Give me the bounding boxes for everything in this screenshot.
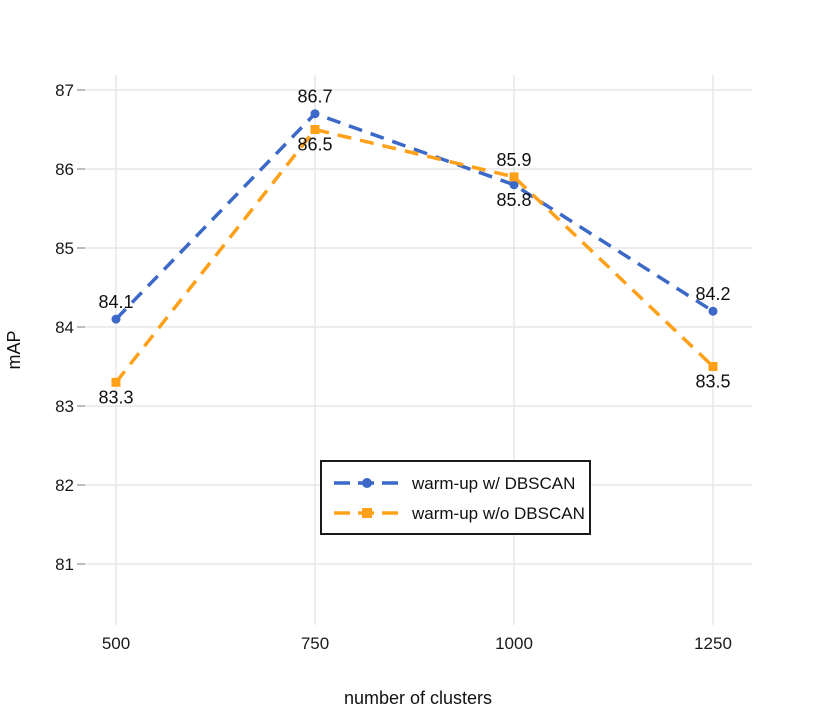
data-labels-group: 84.1 86.7 85.8 84.2 83.3 86.5 85.9 83.5 <box>98 87 730 408</box>
legend: warm-up w/ DBSCAN warm-up w/o DBSCAN <box>320 460 591 535</box>
x-tick-label: 750 <box>301 634 329 653</box>
legend-marker-circle <box>362 478 372 488</box>
data-point-label: 85.9 <box>496 150 531 170</box>
series-line-1 <box>114 111 714 321</box>
x-tick-label: 1250 <box>694 634 732 653</box>
tick-labels-group: 81 82 83 84 85 86 87 500 750 1000 1250 <box>55 81 732 653</box>
data-point-label: 85.8 <box>496 190 531 210</box>
legend-box <box>320 460 591 535</box>
y-tick-label: 82 <box>55 476 74 495</box>
data-point-marker-circle <box>509 180 519 190</box>
data-point-marker-circle <box>111 314 121 324</box>
y-tick-label: 83 <box>55 397 74 416</box>
data-point-marker-square <box>111 377 121 387</box>
data-point-label: 83.5 <box>695 372 730 392</box>
data-point-label: 86.7 <box>297 87 332 107</box>
data-point-label: 83.3 <box>98 387 133 407</box>
y-tick-label: 87 <box>55 81 74 100</box>
legend-label-series-2: warm-up w/o DBSCAN <box>411 504 585 523</box>
data-point-label: 84.1 <box>98 292 133 312</box>
legend-marker-square <box>362 508 372 518</box>
data-point-marker-square <box>310 125 320 134</box>
legend-samples <box>334 478 400 518</box>
y-tick-label: 81 <box>55 555 74 574</box>
data-point-label: 86.5 <box>297 135 332 155</box>
gridlines-group <box>85 75 752 625</box>
series-line-2 <box>114 127 715 384</box>
y-tick-label: 85 <box>55 239 74 258</box>
data-point-marker-square <box>509 172 519 182</box>
axis-ticks-group <box>77 89 85 565</box>
data-point-marker-square <box>708 362 718 371</box>
axis-titles-group: number of clusters mAP <box>4 330 492 708</box>
y-tick-label: 86 <box>55 160 74 179</box>
y-axis-title: mAP <box>4 330 24 369</box>
series-group <box>111 109 718 387</box>
data-point-marker-circle <box>708 306 718 316</box>
data-point-label: 84.2 <box>695 284 730 304</box>
x-tick-label: 500 <box>102 634 130 653</box>
x-tick-label: 1000 <box>495 634 533 653</box>
data-point-marker-circle <box>310 109 320 119</box>
legend-label-series-1: warm-up w/ DBSCAN <box>411 474 575 493</box>
y-tick-label: 84 <box>55 318 74 337</box>
x-axis-title: number of clusters <box>344 688 492 708</box>
